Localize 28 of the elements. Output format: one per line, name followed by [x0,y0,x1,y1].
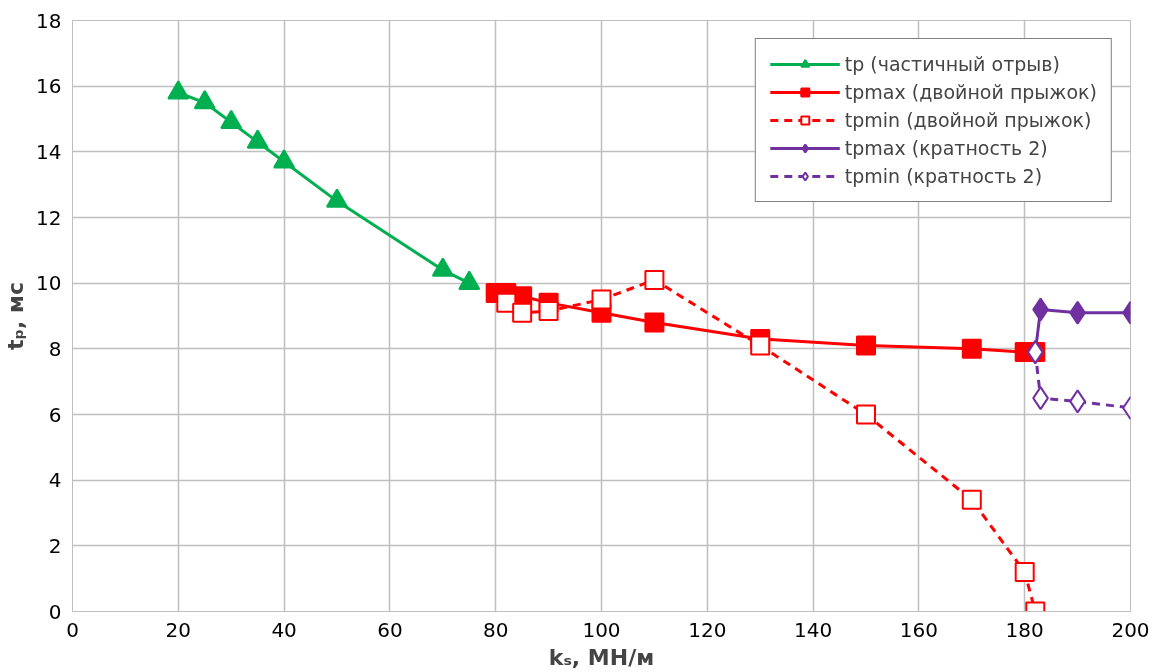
x-tick-label: 200 [1111,617,1150,642]
y-tick-label: 0 [48,599,62,624]
legend-label: tpmax (кратность 2) [844,137,1048,159]
x-axis-title: kₛ, МН/м [548,644,655,670]
y-tick-label: 18 [36,8,62,33]
legend-label: tpmax (двойной прыжок) [844,81,1097,103]
y-tick-label: 6 [48,402,62,427]
x-tick-label: 60 [377,617,403,642]
x-tick-label: 140 [794,617,833,642]
x-tick-label: 20 [165,617,192,642]
legend-label: tp (частичный отрыв) [844,53,1060,75]
y-tick-label: 2 [48,533,62,558]
y-tick-label: 16 [36,74,62,99]
x-tick-label: 120 [688,617,727,642]
x-tick-label: 0 [66,617,79,642]
x-tick-label: 80 [482,617,509,642]
x-tick-label: 100 [582,617,621,642]
x-tick-label: 160 [899,617,938,642]
y-tick-label: 12 [36,205,62,230]
legend-label: tpmin (двойной прыжок) [844,109,1092,131]
legend-label: tpmin (кратность 2) [844,165,1043,187]
y-tick-label: 4 [48,468,62,493]
x-tick-label: 40 [271,617,297,642]
y-axis-title: tₚ, мс [3,281,29,351]
x-tick-label: 180 [1005,617,1044,642]
y-tick-label: 14 [36,139,62,164]
y-tick-label: 8 [48,336,62,361]
y-tick-label: 10 [36,271,62,296]
